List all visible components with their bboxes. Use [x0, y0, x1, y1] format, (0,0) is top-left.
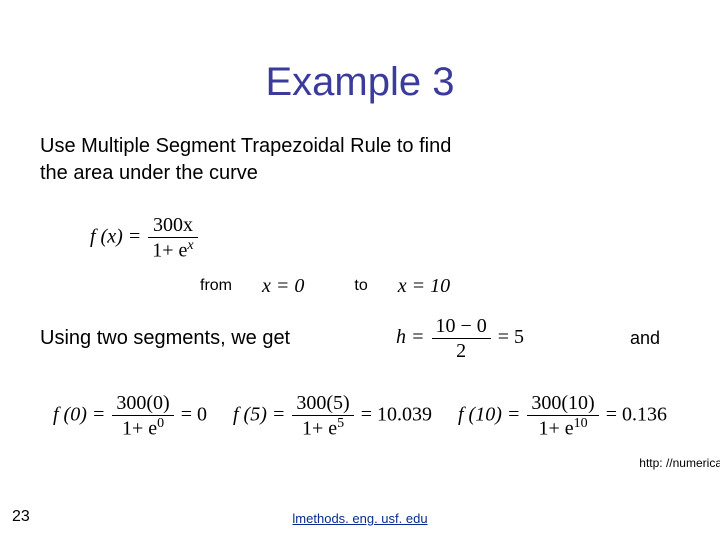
fx-row: f (x) = 300x 1+ ex — [0, 201, 720, 269]
footer-link[interactable]: lmethods. eng. usf. edu — [292, 511, 427, 526]
body-text: Use Multiple Segment Trapezoidal Rule to… — [0, 133, 720, 201]
segments-row: Using two segments, we get h = 10 − 0 2 … — [0, 304, 720, 373]
body-line-2: the area under the curve — [40, 162, 258, 184]
slide: Example 3 Use Multiple Segment Trapezoid… — [0, 0, 720, 540]
fx-equation: f (x) = 300x 1+ ex — [90, 213, 200, 263]
h-equation: h = 10 − 0 2 = 5 — [396, 314, 524, 363]
f0-equation: f (0) = 300(0) 1+ e0 = 0 — [53, 391, 207, 441]
and-label: and — [630, 328, 660, 349]
slide-title: Example 3 — [0, 0, 720, 133]
using-segments-label: Using two segments, we get — [40, 327, 290, 350]
page-number: 23 — [12, 508, 30, 526]
x-from: x = 0 — [262, 275, 304, 298]
to-label: to — [354, 277, 367, 295]
from-label: from — [200, 277, 232, 295]
f-evaluations-row: f (0) = 300(0) 1+ e0 = 0 f (5) = 300(5) … — [0, 373, 720, 459]
footer-url: http: //numerica — [639, 456, 720, 470]
from-to-row: from x = 0 to x = 10 — [0, 269, 720, 304]
body-line-1: Use Multiple Segment Trapezoidal Rule to… — [40, 135, 451, 157]
f10-equation: f (10) = 300(10) 1+ e10 = 0.136 — [458, 391, 667, 441]
f5-equation: f (5) = 300(5) 1+ e5 = 10.039 — [233, 391, 432, 441]
x-to: x = 10 — [398, 275, 450, 298]
